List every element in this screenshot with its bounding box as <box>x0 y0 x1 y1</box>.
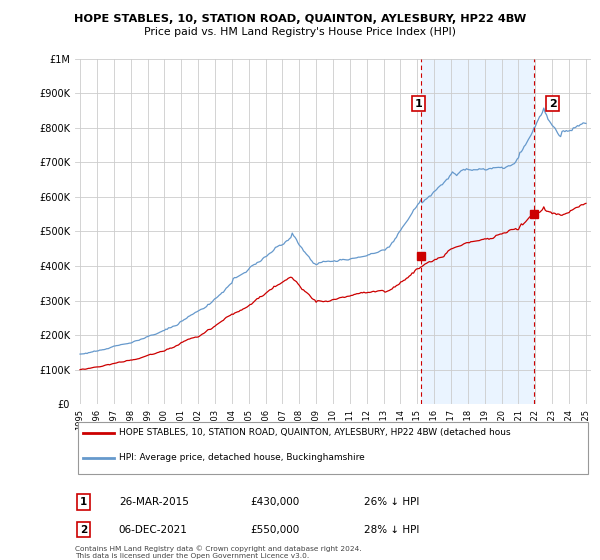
Text: 1: 1 <box>415 99 422 109</box>
Text: 28% ↓ HPI: 28% ↓ HPI <box>364 525 419 535</box>
Text: Contains HM Land Registry data © Crown copyright and database right 2024.
This d: Contains HM Land Registry data © Crown c… <box>75 545 362 559</box>
Text: 26-MAR-2015: 26-MAR-2015 <box>119 497 189 507</box>
Text: 1: 1 <box>80 497 88 507</box>
Bar <box>421 59 534 404</box>
Text: HOPE STABLES, 10, STATION ROAD, QUAINTON, AYLESBURY, HP22 4BW: HOPE STABLES, 10, STATION ROAD, QUAINTON… <box>74 14 526 24</box>
Text: £430,000: £430,000 <box>250 497 299 507</box>
FancyBboxPatch shape <box>77 422 589 474</box>
Text: Price paid vs. HM Land Registry's House Price Index (HPI): Price paid vs. HM Land Registry's House … <box>144 27 456 37</box>
Text: 06-DEC-2021: 06-DEC-2021 <box>119 525 188 535</box>
Text: 2: 2 <box>549 99 557 109</box>
Text: £550,000: £550,000 <box>250 525 299 535</box>
Text: HOPE STABLES, 10, STATION ROAD, QUAINTON, AYLESBURY, HP22 4BW (detached hous: HOPE STABLES, 10, STATION ROAD, QUAINTON… <box>119 428 511 437</box>
Text: 2: 2 <box>80 525 88 535</box>
Text: 26% ↓ HPI: 26% ↓ HPI <box>364 497 419 507</box>
Text: HPI: Average price, detached house, Buckinghamshire: HPI: Average price, detached house, Buck… <box>119 453 365 462</box>
